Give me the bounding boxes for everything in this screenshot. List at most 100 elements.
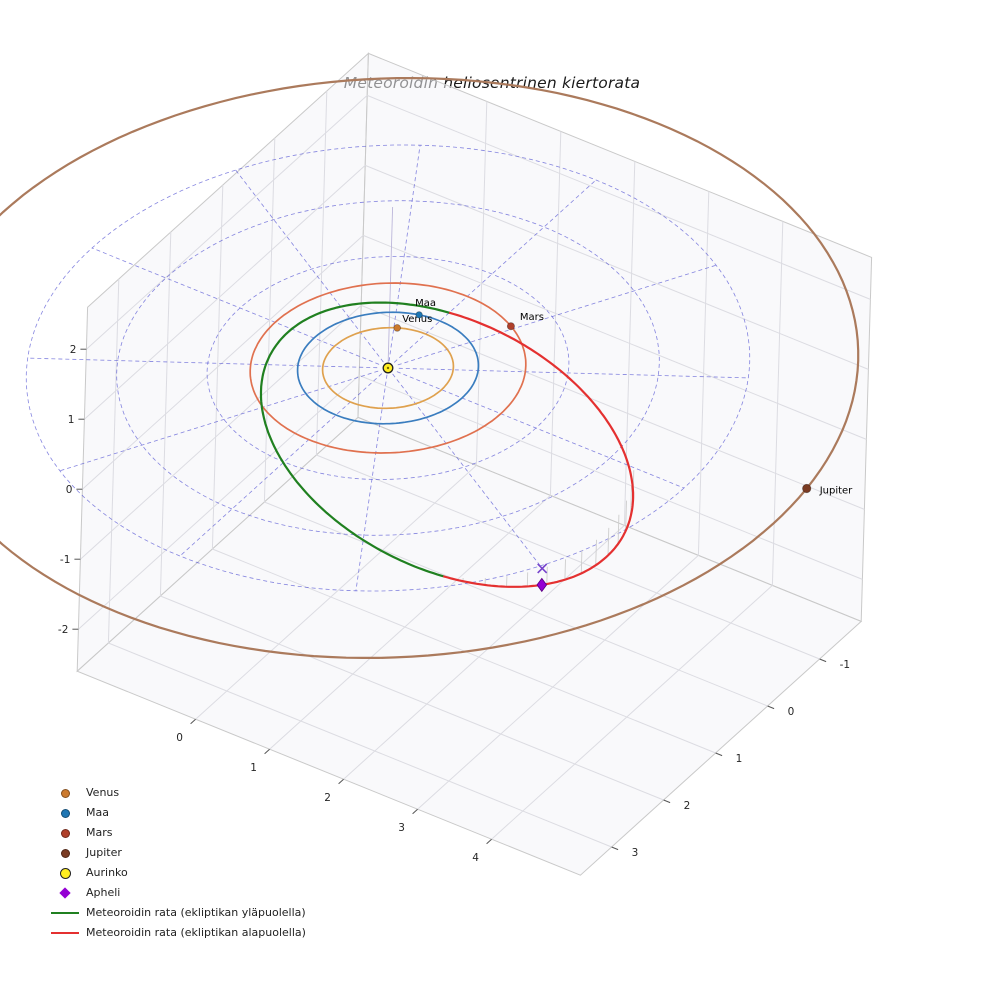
wall-grid-line-z-left: [82, 235, 364, 490]
maa-orbit-path: [296, 311, 480, 425]
maa-planet-label: Maa: [415, 298, 436, 309]
legend: Venus Maa Mars Jupiter Aurinko Apheli Me…: [44, 783, 306, 943]
sun-marker-core: [386, 366, 390, 370]
x-axis-tick-label: 4: [472, 852, 479, 864]
maa-planet-marker: [415, 311, 423, 319]
legend-label: Aurinko: [86, 866, 128, 879]
venus-marker-icon: [60, 788, 70, 798]
ecliptic-distance-stem: [595, 539, 597, 566]
wall-grid-line-z-back: [361, 304, 865, 510]
wall-grid-line-z-left: [78, 375, 360, 630]
ecliptic-grid-spoke: [392, 373, 541, 567]
venus-orbit-path: [321, 326, 455, 410]
wall-grid-line-z-back: [365, 164, 869, 370]
legend-label: Meteoroidin rata (ekliptikan alapuolella…: [86, 926, 306, 939]
legend-item-aurinko: Aurinko: [44, 863, 306, 883]
y-axis-tick-label: 0: [788, 706, 795, 718]
ecliptic-distance-stem: [564, 559, 566, 580]
legend-item-orbit-above: Meteoroidin rata (ekliptikan yläpuolella…: [44, 903, 306, 923]
floor-grid-line-y: [264, 501, 768, 707]
floor-grid-line-x: [343, 525, 625, 780]
legend-item-jupiter: Jupiter: [44, 843, 306, 863]
wall-grid-line-z-left: [80, 305, 362, 560]
ecliptic-grid-spoke: [235, 169, 384, 363]
ecliptic-grid-spoke: [179, 373, 383, 557]
x-axis-tick-label: 1: [250, 762, 257, 774]
x-axis-tick: [190, 718, 196, 725]
pane-floor: [76, 416, 863, 876]
y-axis-tick-label: 2: [684, 800, 691, 812]
x-axis-tick: [338, 778, 344, 785]
mars-planet-marker: [506, 322, 515, 331]
aphelion-diamond-marker: [536, 577, 548, 593]
y-axis-tick: [663, 799, 671, 804]
floor-grid-line-x: [417, 555, 699, 810]
y-axis-tick: [611, 846, 619, 851]
legend-label: Jupiter: [86, 846, 122, 859]
y-axis-tick: [819, 658, 827, 663]
wall-grid-line-z-back: [367, 94, 871, 300]
apheli-marker-icon: [59, 887, 71, 899]
floor-grid-line-y: [108, 642, 612, 848]
ecliptic-distance-stem: [546, 566, 548, 585]
orbit-below-line-icon: [51, 931, 79, 935]
mars-planet-label: Mars: [520, 312, 544, 323]
y-axis-tick-label: -1: [840, 659, 850, 671]
floor-grid-line-x: [195, 465, 477, 720]
z-axis-tick-label: 1: [68, 414, 75, 426]
ecliptic-distance-stem: [607, 527, 610, 556]
z-axis-tick-label: -1: [60, 554, 70, 566]
ecliptic-grid-spoke: [398, 367, 749, 379]
jupiter-orbit-path: [0, 77, 860, 659]
z-axis-tick-label: 0: [66, 484, 73, 496]
z-axis-tick-label: 2: [70, 344, 77, 356]
z-axis-tick-label: -2: [58, 624, 68, 636]
wall-grid-line-z-left: [84, 165, 366, 420]
ecliptic-distance-stem: [580, 550, 583, 574]
y-axis-tick: [767, 705, 775, 710]
mars-marker-icon: [60, 828, 70, 838]
floor-grid-line-y: [160, 595, 664, 801]
wall-grid-line-z-back: [363, 234, 867, 440]
legend-item-maa: Maa: [44, 803, 306, 823]
orbit-above-line-icon: [51, 911, 79, 915]
y-axis-tick: [715, 752, 723, 757]
ecliptic-grid-spoke: [27, 357, 378, 369]
x-axis-tick: [412, 808, 418, 815]
ecliptic-grid-spoke: [388, 145, 421, 362]
legend-item-venus: Venus: [44, 783, 306, 803]
legend-label: Venus: [86, 786, 120, 799]
y-axis-tick-label: 1: [736, 753, 743, 765]
legend-label: Meteoroidin rata (ekliptikan yläpuolella…: [86, 906, 306, 919]
meteoroid-orbit-above-path: [259, 301, 452, 578]
jupiter-planet-label: Jupiter: [819, 486, 853, 497]
aurinko-marker-icon: [59, 867, 71, 879]
wall-grid-line-z-back: [359, 374, 863, 580]
sun-vertical-axis-line: [387, 206, 394, 369]
x-axis-tick: [264, 748, 270, 755]
legend-label: Maa: [86, 806, 109, 819]
ecliptic-grid-spoke: [393, 179, 597, 363]
ecliptic-grid-spoke: [355, 374, 388, 591]
ecliptic-grid-spoke: [396, 371, 685, 489]
x-axis-tick-label: 2: [324, 792, 331, 804]
legend-label: Mars: [86, 826, 113, 839]
floor-grid-line-y: [316, 454, 820, 660]
legend-label: Apheli: [86, 886, 121, 899]
x-axis-tick-label: 3: [398, 822, 405, 834]
aphelion-projection-x-marker: [537, 563, 548, 574]
legend-item-mars: Mars: [44, 823, 306, 843]
floor-grid-line-x: [269, 495, 551, 750]
x-axis-tick-label: 0: [176, 732, 183, 744]
x-axis-tick: [486, 838, 492, 845]
ecliptic-grid-spoke: [91, 247, 380, 365]
venus-planet-marker: [393, 324, 402, 332]
wall-grid-line-z-left: [86, 95, 368, 350]
ecliptic-distance-stem: [625, 500, 627, 532]
floor-grid-line-x: [491, 585, 773, 840]
y-axis-tick-label: 3: [632, 847, 639, 859]
ecliptic-distance-stem: [617, 514, 620, 544]
jupiter-marker-icon: [60, 848, 70, 858]
